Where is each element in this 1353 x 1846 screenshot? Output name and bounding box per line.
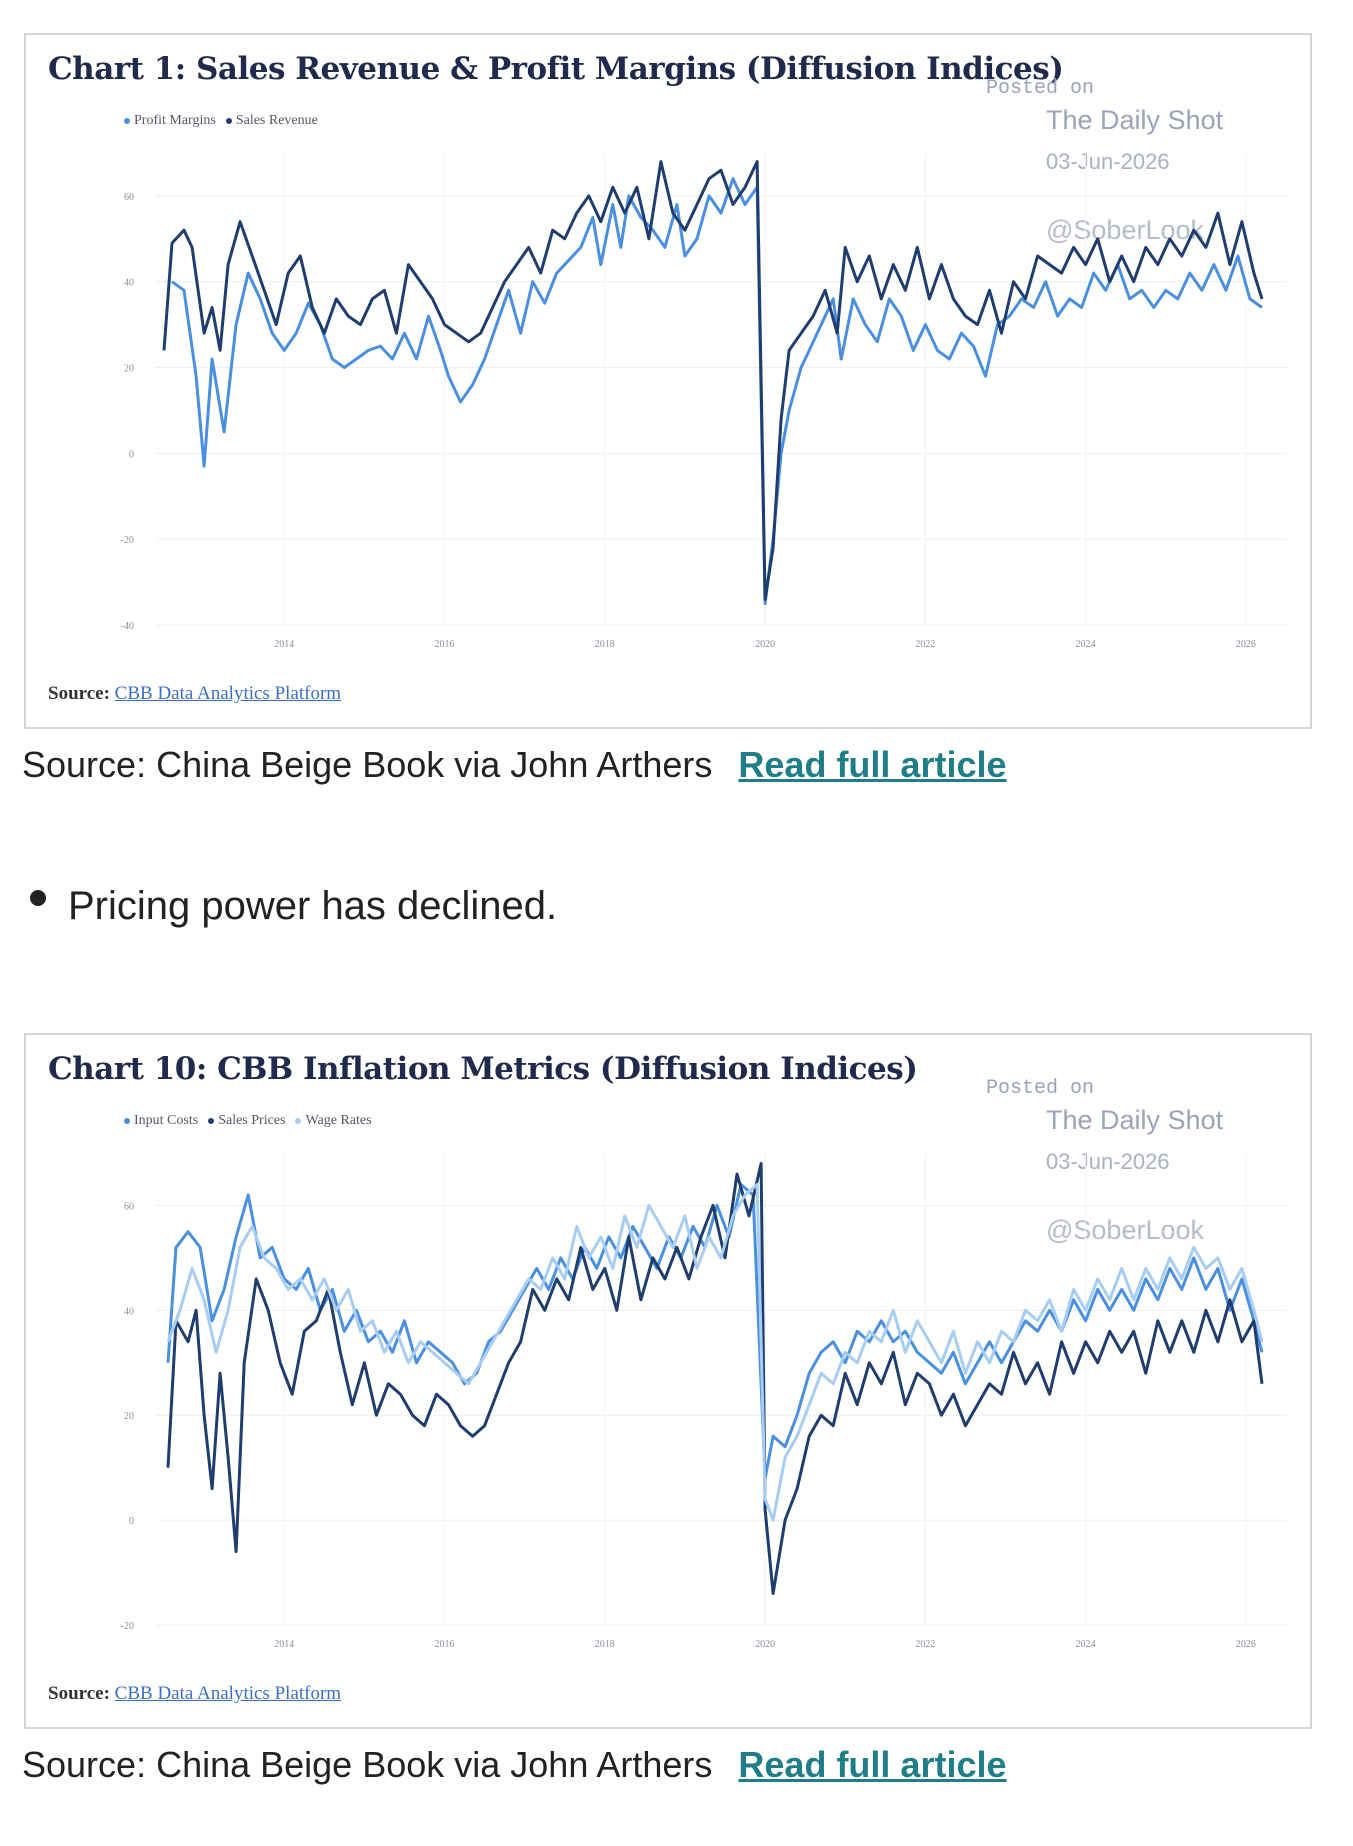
x-tick-label: 2018 [595,1639,615,1650]
legend-item-sales-revenue: Sales Revenue [225,113,318,129]
y-tick-label: 40 [124,278,134,289]
watermark-date: 03-Jun-2026 [1046,149,1170,174]
watermark-brand: The Daily Shot [1046,1105,1224,1135]
y-tick-label: -20 [121,1621,134,1632]
legend-label: Sales Revenue [235,113,318,128]
watermark-brand: The Daily Shot [1046,105,1224,135]
x-tick-label: 2024 [1076,1639,1096,1650]
source-label: Source: [48,683,110,704]
source-link[interactable]: CBB Data Analytics Platform [114,1683,342,1704]
caption-text: Source: China Beige Book via John Arther… [22,1744,713,1785]
watermark-date: 03-Jun-2026 [1046,1149,1170,1174]
series-line-sales-revenue [162,160,1264,601]
x-tick-label: 2020 [755,1639,775,1650]
x-tick-label: 2014 [274,639,294,650]
x-tick-label: 2014 [274,1639,294,1650]
x-tick-label: 2018 [595,639,615,650]
x-tick-label: 2016 [435,639,455,650]
caption-1: Source: China Beige Book via John Arther… [22,744,1007,786]
chart-1-plot: 60 40 20 0 -20 -40 2014 2016 2018 2020 2022 2024 202… [121,153,1286,650]
chart-10-plot: 60 40 20 0 -20 2014 2016 2018 2020 2022 2024 2026 [121,1153,1286,1650]
chart-1-title: Chart 1: Sales Revenue & Profit Margins … [48,51,1064,87]
legend-item-wage-rates: Wage Rates [295,1113,372,1129]
watermark-handle: @SoberLook [1046,215,1205,245]
y-tick-label: 20 [124,1411,134,1422]
legend-dot-icon [124,118,130,124]
legend-label: Profit Margins [134,113,216,128]
x-tick-label: 2026 [1236,639,1256,650]
series-line-wage-rates [166,1183,1264,1522]
legend-label: Input Costs [134,1113,199,1128]
chart-1-legend: Profit Margins Sales Revenue [124,113,318,129]
series-line-sales-prices [166,1162,1264,1595]
bullet-dot-icon [30,890,46,906]
y-tick-label: 0 [129,449,134,460]
x-tick-label: 2016 [435,1639,455,1650]
legend-item-sales-prices: Sales Prices [208,1113,285,1129]
chart-10-source: Source: CBB Data Analytics Platform [48,1683,341,1705]
series-line-profit-margins [171,177,1263,605]
chart-10-legend: Input Costs Sales Prices Wage Rates [124,1113,372,1129]
y-tick-label: 60 [124,192,134,203]
legend-item-profit-margins: Profit Margins [124,113,216,129]
source-label: Source: [48,1683,110,1704]
legend-item-input-costs: Input Costs [124,1113,198,1129]
legend-dot-icon [124,1118,130,1124]
y-tick-label: 0 [129,1516,134,1527]
watermark-posted: Posted on [986,77,1095,100]
x-tick-label: 2022 [915,1639,935,1650]
y-tick-label: -20 [121,535,134,546]
watermark-posted: Posted on [986,1077,1095,1100]
x-tick-label: 2020 [755,639,775,650]
y-tick-label: 40 [124,1306,134,1317]
source-link[interactable]: CBB Data Analytics Platform [114,683,342,704]
bullet-text: Pricing power has declined. [68,884,558,928]
chart-10-title: Chart 10: CBB Inflation Metrics (Diffusi… [48,1051,918,1087]
y-tick-label: -40 [121,621,134,632]
legend-label: Sales Prices [218,1113,286,1128]
caption-2: Source: China Beige Book via John Arther… [22,1744,1007,1786]
read-full-article-link[interactable]: Read full article [738,744,1007,785]
y-tick-label: 60 [124,1201,134,1212]
legend-dot-icon [295,1118,302,1124]
x-tick-label: 2026 [1236,1639,1256,1650]
chart-1-panel: Chart 1: Sales Revenue & Profit Margins … [24,33,1312,729]
chart-10-panel: Chart 10: CBB Inflation Metrics (Diffusi… [24,1033,1312,1729]
chart-1-source: Source: CBB Data Analytics Platform [48,683,341,705]
caption-text: Source: China Beige Book via John Arther… [22,744,713,785]
legend-label: Wage Rates [305,1113,372,1128]
legend-dot-icon [208,1118,215,1124]
x-tick-label: 2022 [915,639,935,650]
legend-dot-icon [225,118,232,124]
series-line-input-costs [166,1183,1264,1480]
watermark-handle: @SoberLook [1046,1215,1205,1245]
x-tick-label: 2024 [1076,639,1096,650]
read-full-article-link[interactable]: Read full article [738,1744,1007,1785]
y-tick-label: 20 [124,364,134,375]
